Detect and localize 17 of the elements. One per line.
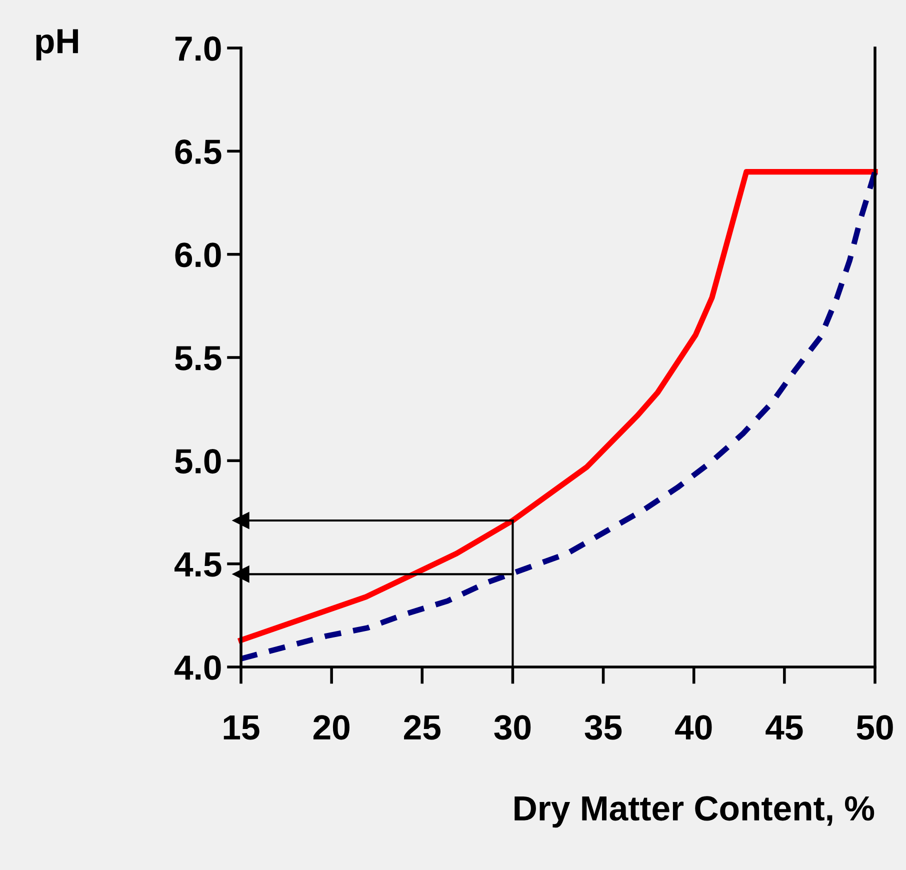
x-tick-label: 40	[675, 715, 712, 740]
y-tick-label: 6.0	[175, 242, 221, 268]
y-tick-label: 5.5	[175, 346, 222, 370]
x-tick-label: 25	[404, 715, 440, 740]
y-tick-label: 4.5	[174, 552, 222, 577]
y-axis-title: pH	[36, 29, 78, 60]
x-axis-title: Dry Matter Content, %	[514, 796, 874, 828]
x-tick-label: 30	[494, 715, 531, 740]
y-tick-label: 7.0	[175, 36, 221, 61]
x-tick-label: 15	[224, 715, 260, 740]
x-tick-label: 50	[856, 715, 893, 740]
x-tick-label: 35	[584, 715, 622, 740]
y-tick-label: 4.0	[174, 655, 221, 680]
y-tick-label: 5.0	[175, 449, 221, 474]
y-tick-label: 6.5	[175, 140, 222, 164]
x-tick-label: 20	[313, 715, 350, 740]
x-tick-label: 45	[766, 715, 803, 740]
